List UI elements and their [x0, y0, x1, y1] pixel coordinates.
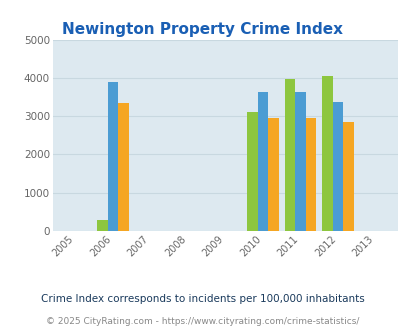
Bar [107, 82, 118, 231]
Bar [257, 92, 267, 231]
Bar [321, 76, 332, 231]
Bar [284, 80, 294, 231]
Text: Crime Index corresponds to incidents per 100,000 inhabitants: Crime Index corresponds to incidents per… [41, 294, 364, 304]
Bar [332, 102, 342, 231]
Bar [118, 103, 128, 231]
Text: Newington Property Crime Index: Newington Property Crime Index [62, 22, 343, 37]
Bar [305, 118, 315, 231]
Text: © 2025 CityRating.com - https://www.cityrating.com/crime-statistics/: © 2025 CityRating.com - https://www.city… [46, 317, 359, 326]
Bar [97, 219, 107, 231]
Bar [342, 121, 353, 231]
Bar [247, 112, 257, 231]
Bar [267, 118, 278, 231]
Bar [294, 92, 305, 231]
